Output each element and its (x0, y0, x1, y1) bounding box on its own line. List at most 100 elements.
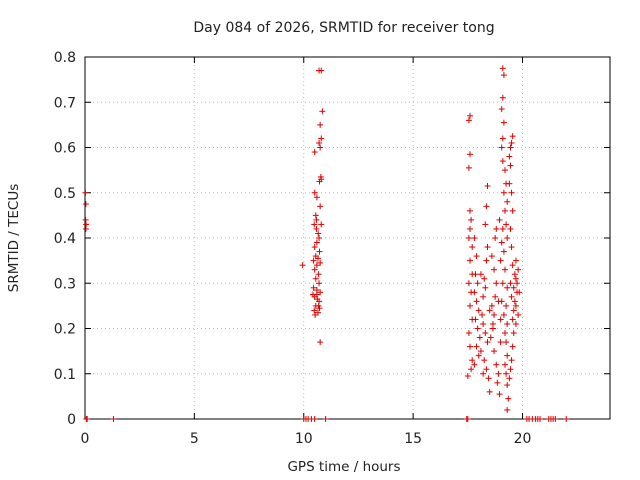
data-point (480, 370, 487, 377)
data-point (503, 339, 510, 346)
data-point (498, 144, 505, 151)
data-point (479, 311, 486, 318)
data-point (482, 330, 489, 337)
data-point (493, 225, 500, 232)
data-point (465, 280, 472, 287)
data-point (315, 302, 322, 309)
data-point (499, 65, 506, 72)
axis-ticks: 0 0.1 0.2 0.3 0.4 0.5 0.6 0.7 0.8 0 5 10 15 20 (54, 50, 610, 447)
data-point (472, 271, 479, 278)
data-point (313, 216, 320, 223)
data-point (311, 307, 318, 314)
data-point (473, 253, 480, 260)
data-point (500, 119, 507, 126)
data-point (511, 271, 518, 278)
data-point (503, 221, 510, 228)
data-point (310, 257, 317, 264)
data-point (82, 189, 89, 196)
data-point (485, 375, 492, 382)
data-point (318, 176, 325, 183)
data-point (467, 257, 473, 264)
data-point (499, 280, 506, 287)
data-point (506, 375, 513, 382)
data-point (512, 320, 519, 327)
data-point (507, 225, 514, 232)
data-point (512, 257, 519, 264)
data-point (491, 311, 498, 318)
data-point (537, 416, 543, 422)
data-point (474, 280, 481, 287)
data-point (492, 293, 499, 300)
data-point (488, 302, 495, 309)
data-point (468, 216, 475, 223)
data-point (483, 203, 490, 210)
y-tick-label: 0.4 (54, 231, 76, 247)
data-point (316, 235, 323, 241)
data-point (505, 395, 512, 402)
data-point (500, 311, 507, 318)
data-point (315, 271, 322, 278)
data-point (509, 316, 516, 323)
data-point (512, 275, 519, 282)
x-axis-label: GPS time / hours (287, 459, 400, 475)
data-point (507, 162, 514, 169)
data-point (481, 275, 488, 282)
x-tick-label: 0 (81, 431, 90, 447)
data-point (82, 225, 89, 232)
data-point (563, 416, 570, 422)
data-point (469, 357, 476, 364)
data-point (509, 343, 516, 350)
data-point (491, 266, 498, 273)
y-tick-label: 0 (67, 412, 76, 428)
data-point (500, 72, 507, 79)
data-point (467, 343, 473, 350)
data-point (311, 416, 318, 422)
data-point (488, 253, 495, 260)
plot-frame (84, 56, 611, 420)
data-point (495, 370, 502, 377)
data-point (299, 262, 306, 269)
data-point (316, 248, 323, 255)
data-point (506, 180, 513, 187)
data-point (311, 149, 318, 156)
data-point (318, 67, 325, 74)
data-point (516, 289, 523, 296)
data-point (499, 135, 506, 142)
data-point (510, 284, 517, 291)
data-point (473, 298, 480, 305)
data-point (515, 266, 522, 273)
data-point (489, 325, 496, 332)
data-point (311, 221, 318, 228)
x-tick-label: 15 (404, 431, 422, 447)
data-point (315, 230, 322, 237)
data-point (465, 235, 472, 241)
data-point (493, 361, 500, 368)
y-tick-label: 0.3 (54, 276, 76, 292)
data-point (500, 189, 507, 196)
data-point (480, 320, 487, 327)
data-point (507, 144, 514, 151)
data-point (499, 225, 506, 232)
data-point (471, 235, 478, 241)
data-point (316, 139, 323, 146)
data-point (491, 348, 498, 355)
data-point (482, 284, 489, 291)
data-point (469, 244, 476, 251)
data-point (309, 291, 316, 298)
data-point (502, 361, 508, 368)
data-point (510, 330, 517, 337)
data-point (508, 139, 515, 146)
data-point (484, 244, 491, 251)
data-point (311, 266, 318, 273)
x-tick-label: 5 (190, 431, 199, 447)
y-tick-label: 0.1 (54, 367, 76, 383)
chart-title: Day 084 of 2026, SRMTID for receiver ton… (193, 20, 494, 36)
data-point (312, 275, 319, 282)
data-point (494, 379, 501, 386)
data-point (507, 280, 514, 287)
data-point (498, 106, 505, 113)
data-point (477, 271, 484, 278)
data-point (465, 330, 472, 337)
data-point (468, 366, 475, 373)
data-point (467, 207, 473, 214)
